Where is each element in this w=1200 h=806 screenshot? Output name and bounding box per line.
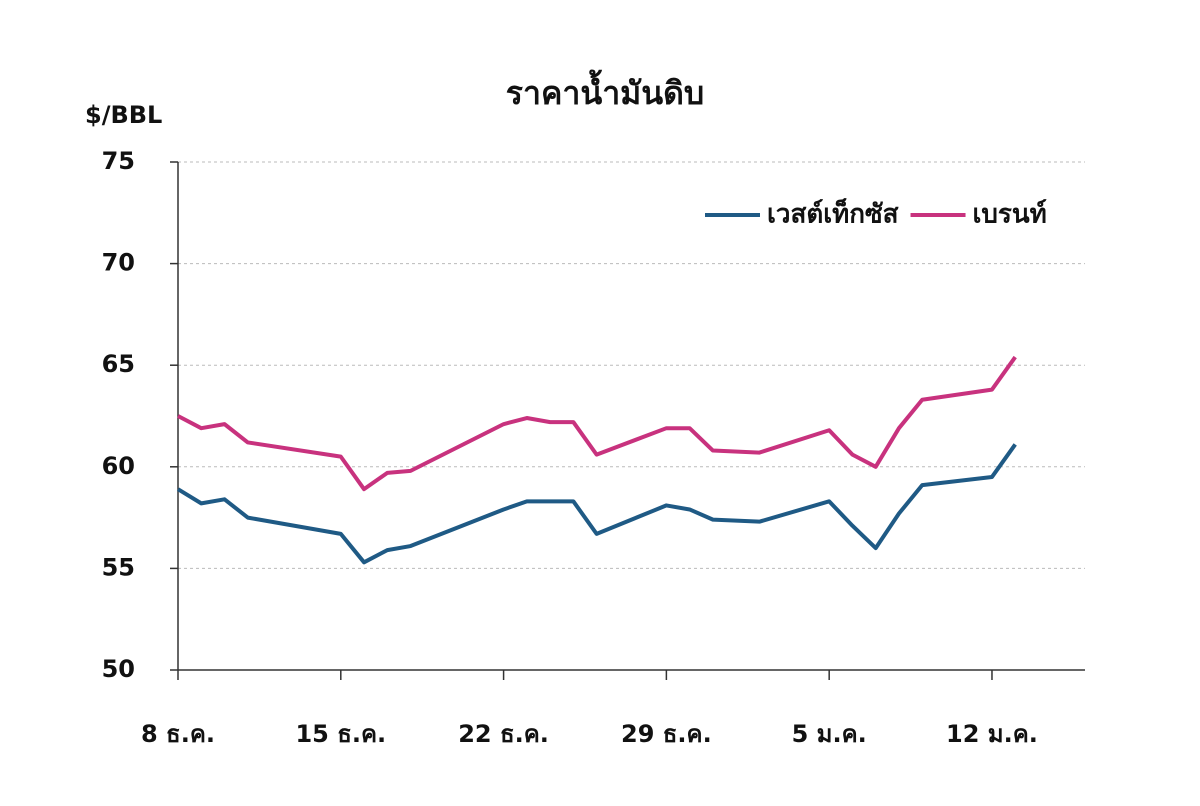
legend-label: เวสต์เท็กซัส: [767, 198, 899, 230]
x-tick-label: 5 ม.ค.: [792, 720, 867, 748]
series-line: [176, 443, 1017, 565]
y-tick-label: 50: [102, 655, 135, 683]
legend-label: เบรนท์: [973, 199, 1047, 230]
y-tick-label: 55: [102, 553, 135, 581]
chart-title: ราคาน้ำมันดิบ: [506, 69, 704, 112]
x-tick-label: 12 ม.ค.: [946, 720, 1038, 748]
y-tick-label: 75: [102, 147, 135, 175]
x-tick-label: 29 ธ.ค.: [621, 720, 712, 748]
x-tick-label: 22 ธ.ค.: [458, 720, 549, 748]
y-axis-label: $/BBL: [85, 101, 162, 129]
y-tick-label: 70: [102, 249, 135, 277]
x-tick-label: 8 ธ.ค.: [141, 720, 215, 748]
x-tick-label: 15 ธ.ค.: [295, 720, 386, 748]
series-line: [177, 355, 1017, 492]
y-tick-label: 65: [102, 350, 135, 378]
y-tick-label: 60: [102, 452, 135, 480]
